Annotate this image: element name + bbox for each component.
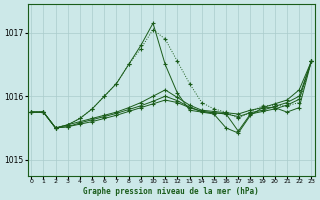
- X-axis label: Graphe pression niveau de la mer (hPa): Graphe pression niveau de la mer (hPa): [84, 187, 259, 196]
